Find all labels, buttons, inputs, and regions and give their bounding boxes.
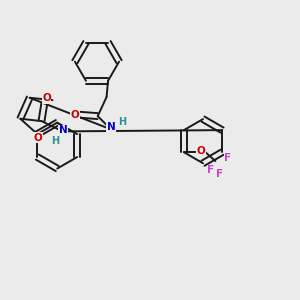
Text: N: N bbox=[106, 122, 116, 132]
Text: H: H bbox=[51, 136, 59, 146]
Text: O: O bbox=[71, 110, 80, 120]
Text: F: F bbox=[216, 169, 224, 179]
Text: O: O bbox=[197, 146, 206, 156]
Text: O: O bbox=[42, 93, 51, 103]
Text: H: H bbox=[118, 117, 126, 127]
Text: F: F bbox=[207, 166, 214, 176]
Text: O: O bbox=[34, 133, 42, 143]
Text: N: N bbox=[58, 125, 68, 135]
Text: F: F bbox=[224, 153, 231, 163]
